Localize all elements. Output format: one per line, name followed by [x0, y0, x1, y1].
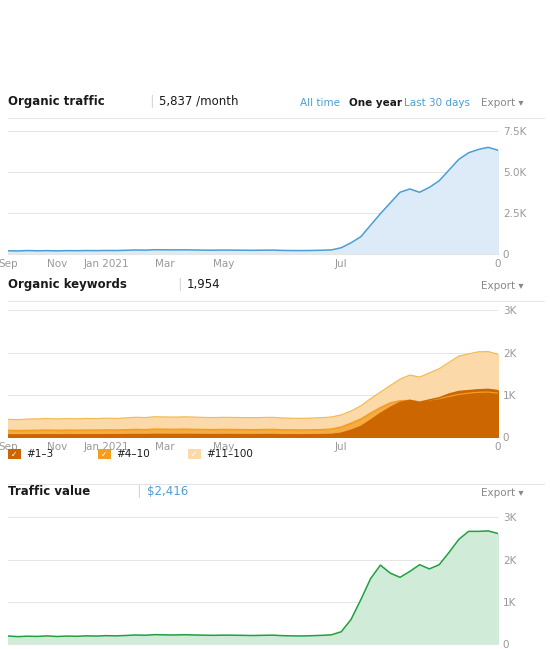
Text: #11–100: #11–100 — [206, 449, 253, 459]
Text: 5,837 /month: 5,837 /month — [160, 95, 239, 108]
Text: #1–3: #1–3 — [26, 449, 53, 459]
Text: $2,416: $2,416 — [147, 485, 188, 498]
Text: Organic keywords: Organic keywords — [8, 278, 127, 291]
Text: │: │ — [176, 278, 183, 291]
Text: Export ▾: Export ▾ — [481, 281, 524, 291]
Text: ✓: ✓ — [101, 450, 108, 458]
Text: 1,954: 1,954 — [187, 278, 221, 291]
Text: ✓: ✓ — [11, 450, 18, 458]
Text: ✓: ✓ — [191, 450, 197, 458]
Text: Export ▾: Export ▾ — [481, 488, 524, 498]
Text: Organic traffic: Organic traffic — [8, 95, 104, 108]
Text: Last 30 days: Last 30 days — [404, 98, 470, 108]
Text: All time: All time — [300, 98, 340, 108]
Text: #4–10: #4–10 — [116, 449, 150, 459]
Text: One year: One year — [349, 98, 402, 108]
Text: Export ▾: Export ▾ — [481, 98, 524, 108]
Text: Traffic value: Traffic value — [8, 485, 90, 498]
Text: │: │ — [148, 95, 155, 108]
Text: │: │ — [136, 485, 142, 498]
